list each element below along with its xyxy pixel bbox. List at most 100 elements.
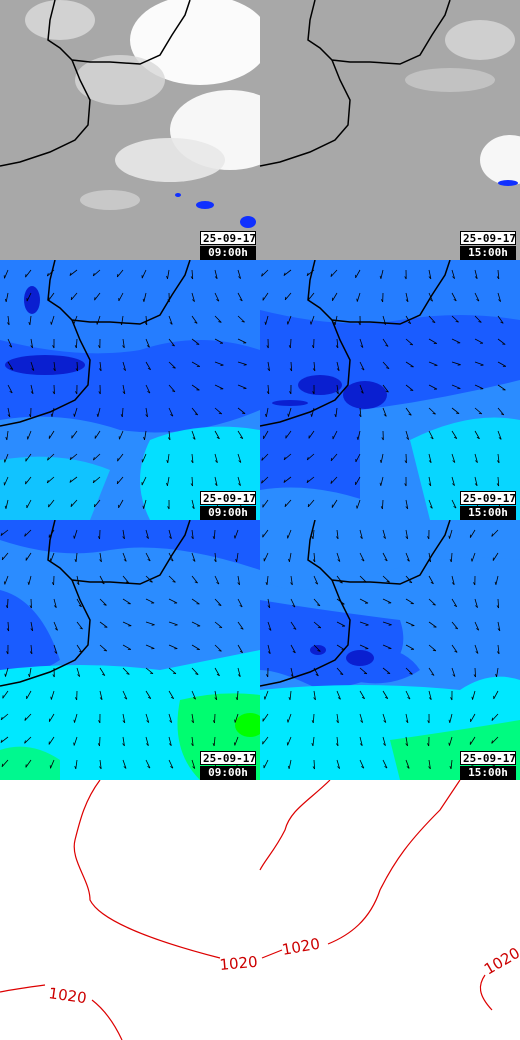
wind-arrow (287, 736, 292, 746)
wind-arrow-head (361, 559, 365, 562)
wind-arrow-head (405, 743, 408, 747)
wind-arrow-head (215, 460, 218, 463)
wind-arrow-head (171, 390, 176, 393)
gust-panel-1500[interactable]: 25-09-17 15:00h (260, 520, 520, 780)
wind-arrow (451, 315, 459, 323)
wind-arrow (428, 690, 432, 700)
wind-arrow (334, 315, 338, 325)
wind-arrow-head (405, 536, 408, 540)
wind-arrow (143, 292, 147, 302)
wind-arrow-head (454, 650, 458, 653)
wind-arrow-head (4, 673, 6, 677)
wind-arrow-head (93, 503, 96, 508)
gust-panel-0900[interactable]: 25-09-17 09:00h (0, 520, 260, 780)
wind-arrow-head (212, 743, 215, 747)
wind-arrow-head (192, 559, 196, 562)
wind-arrow (288, 407, 292, 417)
wind-arrow-head (449, 766, 452, 770)
cloud-panel-0900[interactable]: 25-09-17 09:00h (0, 0, 260, 260)
wind-arrow (145, 621, 155, 626)
wind-arrow-head (147, 558, 151, 562)
wind-arrow (168, 361, 176, 369)
wind-arrow-head (384, 558, 388, 562)
wind-arrow (73, 529, 78, 539)
wind-arrow-head (103, 649, 107, 652)
wind-arrow-head (428, 697, 432, 700)
wind-arrow (191, 384, 200, 391)
wind-arrow (236, 690, 239, 701)
wind-arrow (74, 407, 78, 417)
wind-arrow (428, 667, 435, 676)
wind-arrow (336, 736, 339, 746)
wind-arrow-head (453, 298, 457, 302)
wind-arrow-head (496, 276, 500, 280)
wind-arrow (214, 269, 218, 279)
wind-arrow (308, 430, 315, 439)
wind-arrow-head (330, 273, 333, 277)
wind-arrow (24, 736, 32, 744)
wind-arrow (30, 644, 33, 654)
wind-arrow-head (103, 604, 107, 606)
wind-arrow (495, 575, 499, 585)
wind-arrow-head (30, 628, 34, 632)
isobar-line (479, 974, 493, 1011)
wind-arrow-head (473, 582, 476, 586)
wind-arrow (49, 713, 55, 722)
wind-arrow-head (46, 273, 49, 277)
wind-arrow (382, 361, 390, 369)
wind-arrow-head (74, 765, 77, 770)
wind-arrow-head (289, 391, 292, 395)
wind-arrow (336, 384, 339, 394)
wind-arrow-head (241, 320, 245, 323)
wind-arrow-head (125, 581, 129, 584)
wind-arrow (168, 529, 172, 539)
wind-arrow-head (265, 413, 267, 417)
wind-arrow (145, 529, 149, 539)
wind-arrow (122, 690, 128, 700)
wind-panel-1500[interactable]: 25-09-17 15:00h (260, 260, 520, 520)
wind-arrow (191, 552, 196, 562)
wind-arrow-head (497, 628, 501, 632)
wind-arrow (262, 736, 269, 745)
wind-arrow (428, 384, 438, 390)
wind-arrow-head (238, 483, 241, 486)
wind-arrow-head (191, 743, 194, 747)
wind-arrow (382, 621, 392, 626)
wind-arrow (191, 736, 194, 746)
wind-arrow (382, 529, 386, 539)
wind-arrow (50, 315, 55, 325)
wind-arrow (313, 575, 319, 585)
wind-arrow-head (28, 673, 30, 677)
wind-arrow-head (453, 604, 457, 607)
wind-arrow (359, 713, 363, 723)
wind-arrow (122, 644, 132, 650)
wind-arrow (382, 384, 389, 393)
wind-arrow (191, 575, 198, 584)
wind-arrow-head (166, 275, 168, 280)
wind-arrow (7, 315, 10, 325)
wind-arrow (168, 644, 178, 649)
wind-arrow-head (379, 459, 382, 463)
wind-arrow-head (194, 581, 198, 584)
wind-arrow-head (50, 413, 53, 417)
wind-arrow (474, 269, 478, 279)
wind-arrow-head (336, 391, 339, 395)
wind-arrows (262, 529, 501, 770)
wind-arrow (237, 292, 243, 302)
cloud-panel-1500[interactable]: 25-09-17 15:00h (260, 0, 520, 260)
wind-arrow (359, 407, 362, 417)
wind-arrow-head (74, 559, 77, 563)
wind-arrow (428, 476, 432, 486)
wind-arrow-head (365, 624, 369, 626)
wind-arrow (92, 269, 101, 277)
wind-arrow (5, 292, 9, 302)
wind-arrow (237, 476, 241, 486)
wind-arrow (267, 644, 271, 654)
wind-arrow-head (337, 697, 341, 700)
wind-arrow (237, 575, 240, 585)
wind-panel-0900[interactable]: 25-09-17 09:00h (0, 260, 260, 520)
wind-arrow (99, 598, 107, 606)
wind-arrow (451, 338, 461, 344)
wind-arrow-head (406, 766, 410, 769)
wind-arrow-head (283, 456, 286, 460)
